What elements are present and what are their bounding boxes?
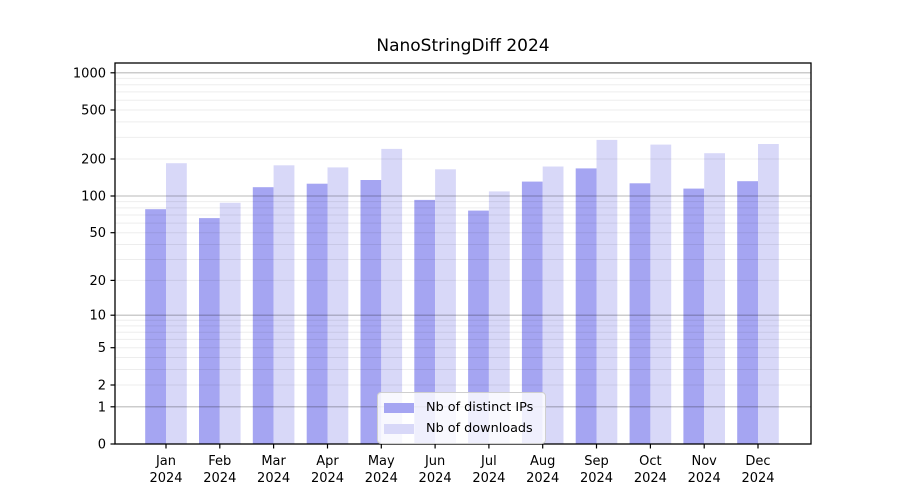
bar-distinct-ips-mar [252,187,274,444]
x-tick-label-month: Dec [745,454,770,469]
x-tick-label-year: 2024 [688,471,721,486]
bar-downloads-apr [327,167,349,444]
x-tick-label-year: 2024 [365,471,398,486]
bar-downloads-jul [488,191,510,444]
x-tick-label-month: Jan [155,454,176,469]
y-tick-label: 200 [81,153,106,168]
bar-distinct-ips-apr [306,183,328,444]
x-tick-label-year: 2024 [257,471,290,486]
y-tick-label: 2 [98,379,106,394]
x-tick-label-year: 2024 [634,471,667,486]
y-tick-label: 50 [89,226,106,241]
x-tick-label-month: Feb [208,454,231,469]
legend-swatch-downloads [384,423,414,434]
y-tick-label: 10 [89,309,106,324]
bar-distinct-ips-jun [414,199,436,444]
bar-downloads-dec [758,144,779,444]
x-tick-label-month: Jul [480,454,497,469]
x-tick-label-month: Sep [584,454,609,469]
legend-label-distinct-ips: Nb of distinct IPs [426,400,534,415]
bar-distinct-ips-aug [521,181,543,444]
bar-distinct-ips-oct [629,183,651,445]
bar-downloads-nov [704,153,725,444]
bar-distinct-ips-nov [683,188,705,444]
x-tick-label-month: Apr [316,454,339,469]
legend-swatch-distinct-ips [384,402,414,413]
bar-downloads-may [381,148,403,444]
y-tick-label: 5 [98,341,106,356]
x-tick-label-year: 2024 [580,471,613,486]
y-tick-label: 100 [81,190,106,205]
x-tick-label-month: Oct [639,454,661,469]
y-tick-label: 20 [89,274,106,289]
bar-downloads-sep [596,139,618,444]
y-tick-label: 500 [81,104,106,119]
bar-distinct-ips-feb [199,218,220,444]
bar-downloads-jun [435,169,456,445]
x-tick-label-year: 2024 [472,471,505,486]
x-tick-label-year: 2024 [419,471,452,486]
x-tick-label-year: 2024 [311,471,344,486]
bar-distinct-ips-dec [737,181,758,444]
bar-downloads-feb [219,202,241,444]
x-tick-label-month: Jun [424,454,445,469]
legend-item-distinct-ips: Nb of distinct IPs [384,397,535,418]
bar-downloads-aug [542,166,564,444]
x-tick-label-month: Nov [692,454,718,469]
bar-distinct-ips-sep [575,168,597,444]
y-tick-label: 1000 [73,66,106,81]
plot-frame [114,62,812,445]
x-tick-label-year: 2024 [526,471,559,486]
bar-distinct-ips-jul [468,210,489,444]
x-tick-label-month: Mar [261,454,286,469]
bar-distinct-ips-may [360,180,382,444]
bar-downloads-mar [273,165,295,445]
x-tick-label-month: Aug [530,454,555,469]
x-tick-label-year: 2024 [203,471,236,486]
x-tick-label-year: 2024 [741,471,774,486]
y-tick-label: 0 [98,438,106,453]
legend-label-downloads: Nb of downloads [426,421,533,436]
legend-item-downloads: Nb of downloads [384,418,535,439]
x-tick-label-year: 2024 [149,471,182,486]
bar-downloads-oct [650,144,672,444]
bar-distinct-ips-jan [145,209,166,444]
y-tick-label: 1 [98,400,106,415]
x-tick-label-month: May [368,454,395,469]
chart-title: NanoStringDiff 2024 [376,36,550,56]
legend: Nb of distinct IPs Nb of downloads [377,392,546,444]
bar-downloads-jan [166,163,187,444]
